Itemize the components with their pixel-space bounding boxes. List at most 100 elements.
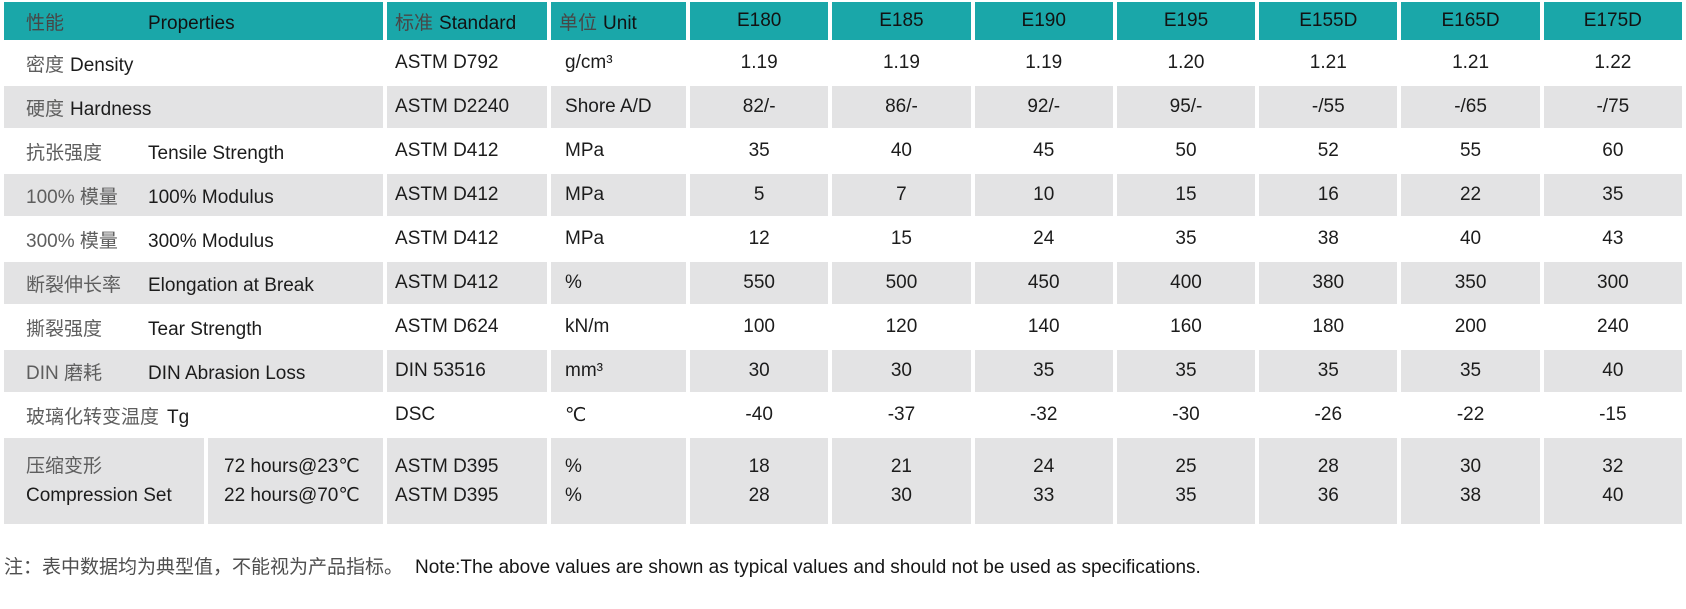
value-cell: 35 (1543, 174, 1682, 216)
grade-column-header: E155D (1259, 2, 1398, 40)
property-cell: 300% 模量 300% Modulus (4, 218, 384, 260)
table-row: 抗张强度 Tensile Strength ASTM D412 MPa 35 40 4… (4, 130, 1682, 172)
value-cell: 30 38 (1401, 438, 1540, 524)
grade-column-header: E175D (1543, 2, 1682, 40)
value-cell: 1.19 (832, 42, 971, 84)
unit-cell: mm³ (551, 350, 687, 392)
table-row: 硬度 Hardness ASTM D2240 Shore A/D 82/- 86/-… (4, 86, 1682, 128)
value-cell: 15 (832, 218, 971, 260)
value-cell: 300 (1543, 262, 1682, 304)
value-cell: 92/- (974, 86, 1113, 128)
standard-cell: ASTM D792 (387, 42, 548, 84)
footnote-en: Note:The above values are shown as typic… (415, 557, 1201, 578)
value-cell: 12 (690, 218, 829, 260)
value-cell: 50 (1116, 130, 1256, 172)
unit-line: % (565, 456, 582, 477)
standard-cell: ASTM D412 (387, 174, 548, 216)
column-header-unit: 单位 Unit (551, 2, 687, 40)
compression-row: 压缩变形 Compression Set 72 hours@23℃ 22 hou… (4, 438, 1682, 524)
value-cell: 40 (1543, 350, 1682, 392)
standard-line: ASTM D395 (395, 485, 499, 506)
value-cell: 35 (690, 130, 829, 172)
value-cell: 25 35 (1116, 438, 1256, 524)
property-zh: 300% 模量 (26, 230, 118, 252)
table-row: 密度 Density ASTM D792 g/cm³ 1.19 1.19 1.19 1.… (4, 42, 1682, 84)
column-header-standard-zh: 标准 (395, 12, 434, 34)
condition-cell: 72 hours@23℃ 22 hours@70℃ (208, 438, 384, 524)
property-en: 300% Modulus (148, 230, 274, 252)
value-cell: -22 (1401, 394, 1540, 436)
property-en: Hardness (70, 98, 152, 120)
unit-cell: % (551, 262, 687, 304)
value-cell: 140 (974, 306, 1113, 348)
table-row: 100% 模量 100% Modulus ASTM D412 MPa 5 7 10 15… (4, 174, 1682, 216)
value-cell: 500 (832, 262, 971, 304)
value-cell: 24 33 (974, 438, 1113, 524)
standard-cell: DSC (387, 394, 548, 436)
standard-cell: ASTM D2240 (387, 86, 548, 128)
table-row: 撕裂强度 Tear Strength ASTM D624 kN/m 100 120 1… (4, 306, 1682, 348)
value-cell: 43 (1543, 218, 1682, 260)
column-header-standard-en: Standard (439, 12, 517, 34)
value-cell: 60 (1543, 130, 1682, 172)
value-cell: 10 (974, 174, 1113, 216)
property-en: Tensile Strength (148, 142, 285, 164)
standard-cell: ASTM D624 (387, 306, 548, 348)
value-cell: 18 28 (690, 438, 829, 524)
table-row: 断裂伸长率 Elongation at Break ASTM D412 % 550… (4, 262, 1682, 304)
value-cell: 5 (690, 174, 829, 216)
standard-cell: DIN 53516 (387, 350, 548, 392)
standard-cell: ASTM D412 (387, 130, 548, 172)
value-cell: 400 (1116, 262, 1256, 304)
condition-line: 72 hours@23℃ (224, 456, 360, 477)
value-cell: 550 (690, 262, 829, 304)
property-zh: 撕裂强度 (26, 318, 103, 340)
column-header-properties: 性能 Properties (4, 2, 384, 40)
property-cell: 抗张强度 Tensile Strength (4, 130, 384, 172)
property-cell: 密度 Density (4, 42, 384, 84)
unit-cell: MPa (551, 130, 687, 172)
unit-line: % (565, 485, 582, 506)
column-header-unit-en: Unit (603, 12, 637, 34)
column-header-unit-zh: 单位 (559, 12, 598, 34)
value-cell: 350 (1401, 262, 1540, 304)
grade-column-header: E195 (1116, 2, 1256, 40)
footnote: 注：表中数据均为典型值，不能视为产品指标。 Note:The above valu… (4, 552, 1686, 579)
value-cell: 22 (1401, 174, 1540, 216)
value-cell: 240 (1543, 306, 1682, 348)
property-zh: 硬度 (26, 98, 65, 120)
value-cell: 45 (974, 130, 1113, 172)
value-cell: 1.19 (974, 42, 1113, 84)
value-cell: 32 40 (1543, 438, 1682, 524)
property-cell: 断裂伸长率 Elongation at Break (4, 262, 384, 304)
property-en: Tg (167, 406, 190, 428)
grade-column-header: E180 (690, 2, 829, 40)
value-cell: 40 (832, 130, 971, 172)
value-cell: -37 (832, 394, 971, 436)
table-body: 密度 Density ASTM D792 g/cm³ 1.19 1.19 1.19 1.… (4, 42, 1682, 436)
condition-line: 22 hours@70℃ (224, 485, 360, 506)
property-cell: 压缩变形 Compression Set (4, 438, 204, 524)
value-cell: 95/- (1116, 86, 1256, 128)
standard-cell: ASTM D412 (387, 262, 548, 304)
property-cell: 玻璃化转变温度 Tg (4, 394, 384, 436)
table-header-row: 性能 Properties 标准 Standard 单位 Unit E180 E185 E… (4, 2, 1682, 40)
property-zh: 密度 (26, 54, 65, 76)
value-cell: 55 (1401, 130, 1540, 172)
value-cell: 24 (974, 218, 1113, 260)
unit-cell: ℃ (551, 394, 687, 436)
grade-column-header: E185 (832, 2, 971, 40)
value-cell: 82/- (690, 86, 829, 128)
standard-cell: ASTM D395 ASTM D395 (387, 438, 548, 524)
grade-column-header: E165D (1401, 2, 1540, 40)
value-cell: 38 (1259, 218, 1398, 260)
table-row: 玻璃化转变温度 Tg DSC ℃ -40 -37 -32 -30 -26 -22 -15 (4, 394, 1682, 436)
value-cell: 380 (1259, 262, 1398, 304)
property-cell: 硬度 Hardness (4, 86, 384, 128)
table-row: 300% 模量 300% Modulus ASTM D412 MPa 12 15 24… (4, 218, 1682, 260)
unit-cell: % % (551, 438, 687, 524)
unit-cell: g/cm³ (551, 42, 687, 84)
value-cell: -26 (1259, 394, 1398, 436)
value-cell: 35 (974, 350, 1113, 392)
